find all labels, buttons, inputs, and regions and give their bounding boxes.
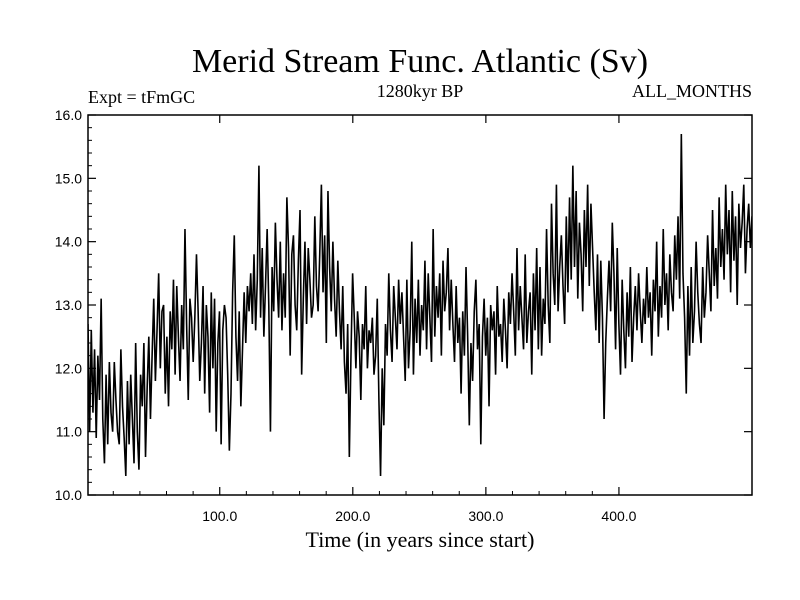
experiment-label: Expt = tFmGC [88, 87, 195, 107]
y-tick-label: 13.0 [55, 297, 82, 313]
x-tick-label: 100.0 [202, 508, 237, 524]
y-tick-label: 10.0 [55, 487, 82, 503]
chart-subtitle: 1280kyr BP [377, 81, 464, 101]
y-tick-label: 12.0 [55, 360, 82, 376]
x-axis: 100.0 200.0 300.0 400.0 [112, 115, 637, 524]
y-tick-label: 16.0 [55, 107, 82, 123]
y-tick-label: 14.0 [55, 234, 82, 250]
series-line-0 [88, 133, 752, 477]
x-tick-label: 200.0 [335, 508, 370, 524]
x-tick-label: 300.0 [468, 508, 503, 524]
y-tick-label: 15.0 [55, 170, 82, 186]
x-axis-label: Time (in years since start) [306, 527, 535, 552]
y-tick-label: 11.0 [56, 424, 82, 440]
x-tick-label: 400.0 [601, 508, 636, 524]
y-axis: 10.0 11.0 12.0 13.0 14.0 15.0 16.0 [55, 107, 752, 503]
months-label: ALL_MONTHS [632, 81, 752, 101]
chart-title: Merid Stream Func. Atlantic (Sv) [192, 43, 648, 80]
